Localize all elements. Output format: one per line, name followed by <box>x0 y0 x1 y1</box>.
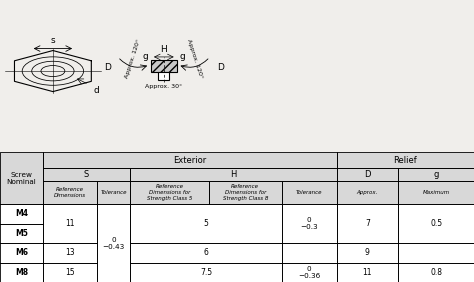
Bar <box>97 181 130 204</box>
Text: Approx. 30°: Approx. 30° <box>145 84 182 89</box>
Bar <box>97 204 130 282</box>
Text: M6: M6 <box>15 248 28 257</box>
Text: 0
−0.36: 0 −0.36 <box>298 266 320 279</box>
Bar <box>43 181 97 204</box>
Text: Relief: Relief <box>393 156 417 165</box>
Bar <box>398 263 474 282</box>
Text: S: S <box>84 170 89 179</box>
Text: D: D <box>104 63 111 72</box>
Bar <box>130 204 282 243</box>
Text: Maximum: Maximum <box>422 190 450 195</box>
Bar <box>43 152 337 168</box>
Bar <box>43 204 97 243</box>
Text: g: g <box>433 170 439 179</box>
Bar <box>337 243 398 263</box>
Bar <box>43 168 130 181</box>
Bar <box>398 181 474 204</box>
Text: g: g <box>179 52 185 61</box>
Text: 13: 13 <box>65 248 75 257</box>
Text: 6: 6 <box>204 248 209 257</box>
Bar <box>337 204 398 243</box>
Text: H: H <box>160 45 167 54</box>
Text: Reference
Dimensions for
Strength Class 8: Reference Dimensions for Strength Class … <box>223 184 268 201</box>
Bar <box>282 263 337 282</box>
Bar <box>209 181 282 204</box>
Text: Exterior: Exterior <box>173 156 206 165</box>
Text: M4: M4 <box>15 210 28 218</box>
Text: M8: M8 <box>15 268 28 277</box>
Text: 7.5: 7.5 <box>200 268 212 277</box>
Bar <box>130 263 282 282</box>
Text: d: d <box>94 86 100 95</box>
Bar <box>282 181 337 204</box>
Bar <box>337 181 398 204</box>
Text: s: s <box>51 36 55 45</box>
Text: 7: 7 <box>365 219 370 228</box>
Text: 11: 11 <box>363 268 372 277</box>
Bar <box>0 224 43 243</box>
Text: Tolerance: Tolerance <box>296 190 322 195</box>
Text: Tolerance: Tolerance <box>100 190 127 195</box>
Bar <box>337 168 398 181</box>
Bar <box>398 168 474 181</box>
Bar <box>0 204 43 224</box>
Text: Reference
Dimensions for
Strength Class 5: Reference Dimensions for Strength Class … <box>147 184 192 201</box>
Bar <box>282 243 337 263</box>
Bar <box>337 152 474 168</box>
Bar <box>43 263 97 282</box>
Text: 0
−0.3: 0 −0.3 <box>301 217 318 230</box>
Text: 5: 5 <box>204 219 209 228</box>
Text: Approx.: Approx. <box>356 190 378 195</box>
Text: H: H <box>230 170 237 179</box>
Bar <box>130 168 337 181</box>
Text: Reference
Dimensions: Reference Dimensions <box>54 187 86 198</box>
Text: 0.8: 0.8 <box>430 268 442 277</box>
Bar <box>398 204 474 243</box>
Text: D: D <box>364 170 371 179</box>
Text: 0
−0.43: 0 −0.43 <box>103 237 125 250</box>
Bar <box>0 152 43 204</box>
Bar <box>282 204 337 243</box>
Text: 9: 9 <box>365 248 370 257</box>
Bar <box>0 263 43 282</box>
Text: M5: M5 <box>15 229 28 238</box>
Text: Approx. 120°: Approx. 120° <box>186 39 203 80</box>
Bar <box>151 60 177 72</box>
Text: 0.5: 0.5 <box>430 219 442 228</box>
Bar <box>158 72 169 80</box>
Text: Screw
Nominal: Screw Nominal <box>7 172 36 185</box>
Bar <box>398 243 474 263</box>
Text: 15: 15 <box>65 268 75 277</box>
Text: 11: 11 <box>65 219 75 228</box>
Bar <box>130 181 209 204</box>
Text: Approx. 120°: Approx. 120° <box>124 39 142 80</box>
Bar <box>43 243 97 263</box>
Bar <box>0 243 43 263</box>
Bar <box>337 263 398 282</box>
Text: D: D <box>217 63 224 72</box>
Text: g: g <box>143 52 148 61</box>
Bar <box>130 243 282 263</box>
